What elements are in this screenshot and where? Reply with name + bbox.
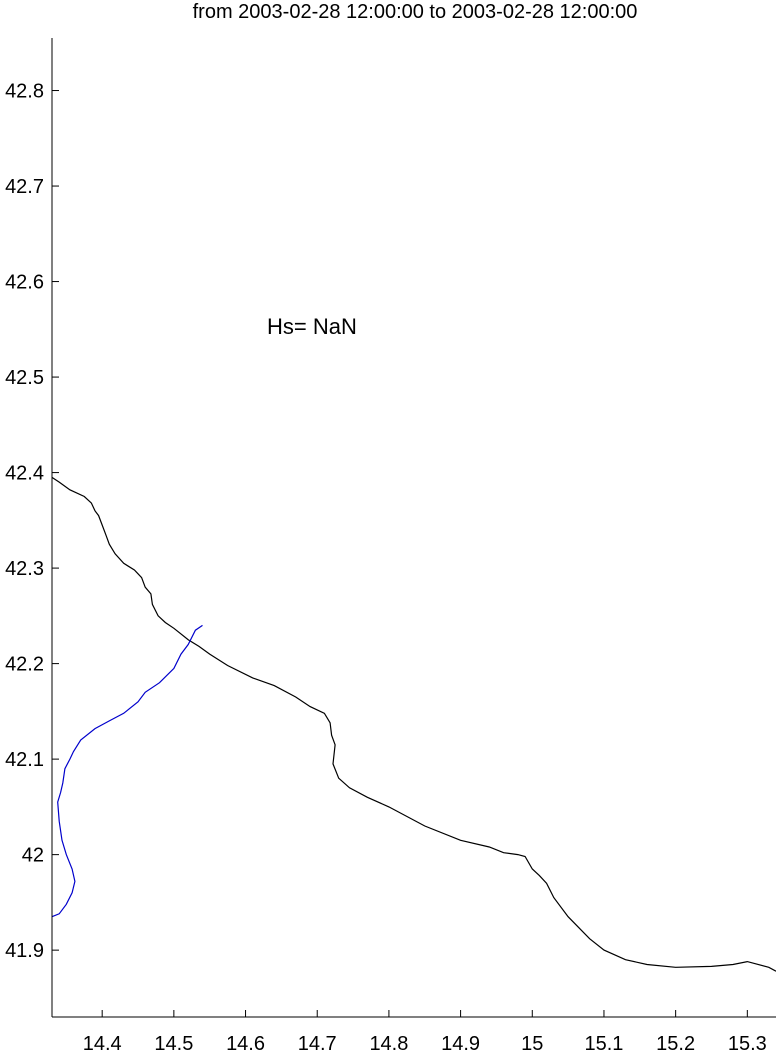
x-tick-label: 14.6	[226, 1033, 265, 1054]
y-tick-label: 42.7	[5, 176, 44, 198]
x-tick-label: 15.1	[584, 1033, 623, 1054]
coastline	[51, 476, 776, 972]
x-tick-label: 15.2	[656, 1033, 695, 1054]
river	[51, 624, 203, 918]
y-tick-label: 41.9	[5, 940, 44, 962]
y-tick-label: 42.3	[5, 558, 44, 580]
y-tick-label: 42.8	[5, 81, 44, 103]
x-tick-label: 14.4	[83, 1033, 122, 1054]
y-tick-label: 42.1	[5, 749, 44, 771]
x-tick-label: 14.7	[298, 1033, 337, 1054]
y-tick-label: 42.5	[5, 367, 44, 389]
y-tick-label: 42	[22, 845, 44, 867]
x-tick-label: 15.3	[728, 1033, 767, 1054]
x-tick-label: 14.8	[369, 1033, 408, 1054]
x-tick-label: 14.9	[441, 1033, 480, 1054]
x-tick-label: 14.5	[154, 1033, 193, 1054]
map-area	[51, 476, 776, 972]
y-tick-label: 42.6	[5, 272, 44, 294]
y-tick-label: 42.2	[5, 654, 44, 676]
x-tick-label: 15	[521, 1033, 543, 1054]
hs-annotation: Hs= NaN	[267, 314, 357, 339]
axes: 14.4 14.5 14.6 14.7 14.8 14.9 15 15.1 15.2 15.3 41…	[5, 38, 776, 1054]
plot-title: from 2003-02-28 12:00:00 to 2003-02-28 1…	[193, 1, 638, 23]
y-tick-label: 42.4	[5, 463, 44, 485]
